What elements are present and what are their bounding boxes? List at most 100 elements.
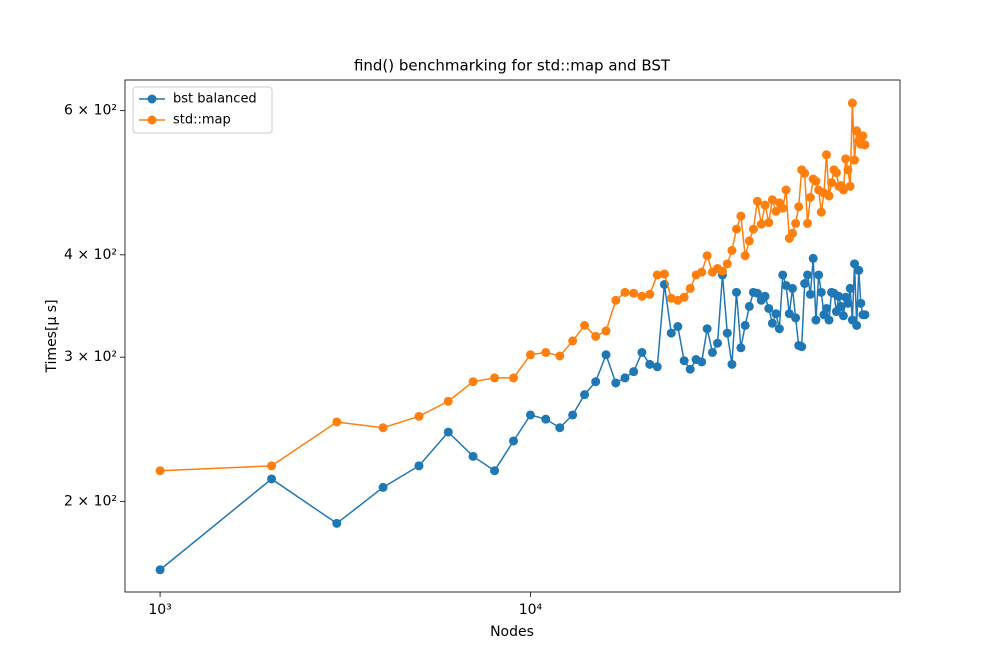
data-point	[784, 309, 794, 319]
data-point	[697, 357, 707, 367]
data-point	[834, 291, 844, 301]
data-point	[736, 211, 746, 221]
data-point	[764, 303, 774, 313]
data-point	[490, 466, 500, 476]
data-point	[645, 289, 655, 299]
data-point	[821, 303, 831, 313]
legend-marker	[147, 94, 157, 104]
data-point	[155, 466, 165, 476]
data-point	[629, 288, 639, 298]
data-point	[611, 378, 621, 388]
data-point	[722, 328, 732, 338]
data-point	[620, 287, 630, 297]
data-point	[697, 267, 707, 277]
data-point	[797, 342, 807, 352]
data-point	[541, 414, 551, 424]
data-point	[845, 181, 855, 191]
data-point	[854, 265, 864, 275]
data-point	[525, 410, 535, 420]
data-point	[736, 343, 746, 353]
data-point	[764, 218, 774, 228]
data-point	[838, 185, 848, 195]
data-point	[774, 324, 784, 334]
data-point	[685, 283, 695, 293]
data-point	[414, 411, 424, 421]
data-point	[824, 191, 834, 201]
data-point	[800, 279, 810, 289]
data-point	[685, 364, 695, 374]
data-point	[541, 347, 551, 357]
x-axis-label: Nodes	[490, 624, 534, 640]
data-point	[731, 287, 741, 297]
x-tick-label: 10³	[148, 602, 171, 618]
data-point	[727, 245, 737, 255]
data-point	[860, 140, 870, 150]
data-point	[767, 195, 777, 205]
data-point	[827, 178, 837, 188]
data-point	[332, 518, 342, 528]
data-point	[740, 320, 750, 330]
data-point	[717, 266, 727, 276]
data-point	[722, 259, 732, 269]
data-point	[748, 224, 758, 234]
data-point	[702, 324, 712, 334]
data-point	[601, 350, 611, 360]
data-point	[850, 155, 860, 165]
data-point	[555, 423, 565, 433]
y-tick-label: 6 × 10²	[64, 103, 117, 119]
data-point	[267, 461, 277, 471]
data-point	[713, 338, 723, 348]
data-point	[707, 347, 717, 357]
data-point	[679, 356, 689, 366]
data-point	[155, 565, 165, 575]
data-point	[821, 150, 831, 160]
data-point	[727, 359, 737, 369]
data-point	[568, 336, 578, 346]
data-point	[637, 291, 647, 301]
data-point	[816, 287, 826, 297]
data-point	[803, 218, 813, 228]
data-point	[831, 168, 841, 178]
y-tick-label: 2 × 10²	[64, 493, 117, 509]
data-point	[702, 251, 712, 261]
chart-title: find() benchmarking for std::map and BST	[354, 57, 671, 75]
data-point	[800, 168, 810, 178]
data-point	[267, 474, 277, 484]
data-point	[332, 417, 342, 427]
data-point	[860, 310, 870, 320]
data-point	[659, 269, 669, 279]
data-point	[760, 200, 770, 210]
data-point	[845, 283, 855, 293]
data-point	[781, 185, 791, 195]
plot-area	[124, 79, 901, 593]
data-point	[794, 202, 804, 212]
data-point	[816, 207, 826, 217]
data-point	[744, 236, 754, 246]
data-point	[645, 359, 655, 369]
data-point	[731, 224, 741, 234]
data-point	[580, 390, 590, 400]
data-point	[752, 196, 762, 206]
y-axis-label: Times[μ s]	[44, 299, 60, 373]
data-point	[744, 301, 754, 311]
data-point	[611, 295, 621, 305]
data-point	[841, 154, 851, 164]
data-point	[836, 301, 846, 311]
data-point	[468, 377, 478, 387]
data-point	[856, 298, 866, 308]
data-point	[443, 396, 453, 406]
series-line	[159, 258, 865, 571]
y-tick-label: 4 × 10²	[64, 247, 117, 263]
x-tick-label: 10⁴	[519, 602, 543, 618]
data-point	[805, 192, 815, 202]
legend-label: std::map	[173, 113, 231, 128]
data-point	[443, 427, 453, 437]
data-point	[814, 270, 824, 280]
data-point	[580, 320, 590, 330]
data-point	[752, 288, 762, 298]
data-point	[788, 228, 798, 238]
data-point	[824, 315, 834, 325]
data-point	[601, 326, 611, 336]
data-point	[555, 351, 565, 361]
